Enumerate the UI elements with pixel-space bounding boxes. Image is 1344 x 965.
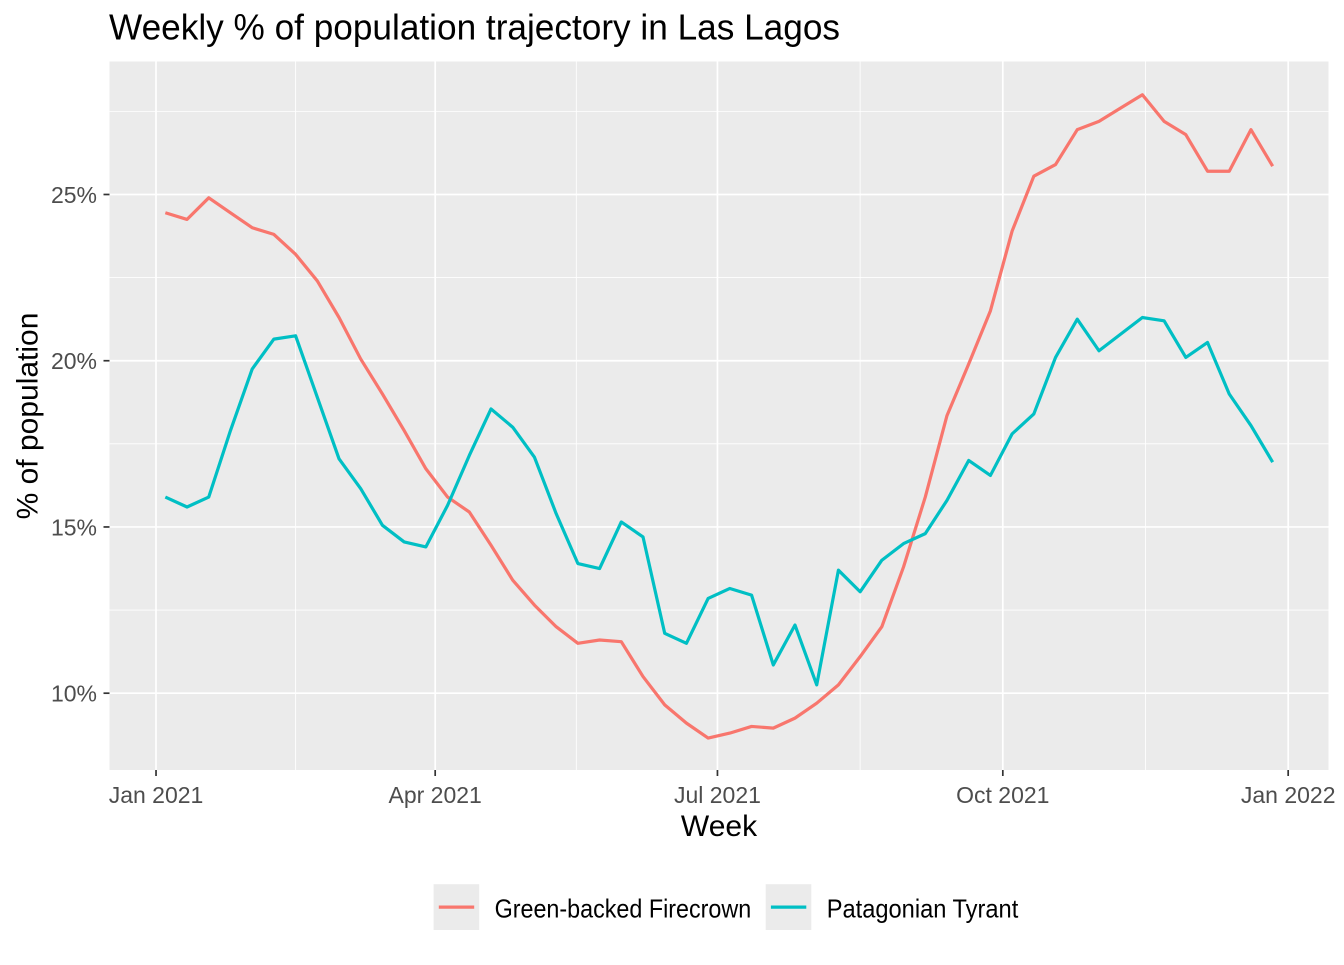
legend-label: Green-backed Firecrown xyxy=(495,894,752,924)
y-tick-label: 15% xyxy=(51,514,97,540)
legend-entry-green-backed-firecrown: Green-backed Firecrown xyxy=(433,884,752,930)
x-axis-title: Week xyxy=(681,810,758,843)
legend-label: Patagonian Tyrant xyxy=(827,894,1019,924)
legend-entry-patagonian-tyrant: Patagonian Tyrant xyxy=(765,884,1019,930)
series-line-patagonian-tyrant xyxy=(164,315,1275,687)
x-tick-label: Apr 2021 xyxy=(389,782,482,808)
panel-background xyxy=(109,61,1329,770)
y-tick-label: 10% xyxy=(51,680,97,706)
y-tick-label: 20% xyxy=(51,348,97,374)
legend: Green-backed Firecrown Patagonian Tyrant xyxy=(433,884,1019,930)
x-tick-label: Jul 2021 xyxy=(674,782,761,808)
x-tick-label: Oct 2021 xyxy=(956,782,1049,808)
chart-title: Weekly % of population trajectory in Las… xyxy=(109,7,840,48)
x-tick-label: Jan 2021 xyxy=(109,782,204,808)
y-tick-label: 25% xyxy=(51,182,97,208)
y-axis-title: % of population xyxy=(12,313,45,520)
series-line-green-backed-firecrown xyxy=(164,93,1275,740)
x-tick-label: Jan 2022 xyxy=(1241,782,1336,808)
plot-panel: Jan 2021 Apr 2021 Jul 2021 Oct 2021 Jan 2022… xyxy=(51,61,1336,808)
